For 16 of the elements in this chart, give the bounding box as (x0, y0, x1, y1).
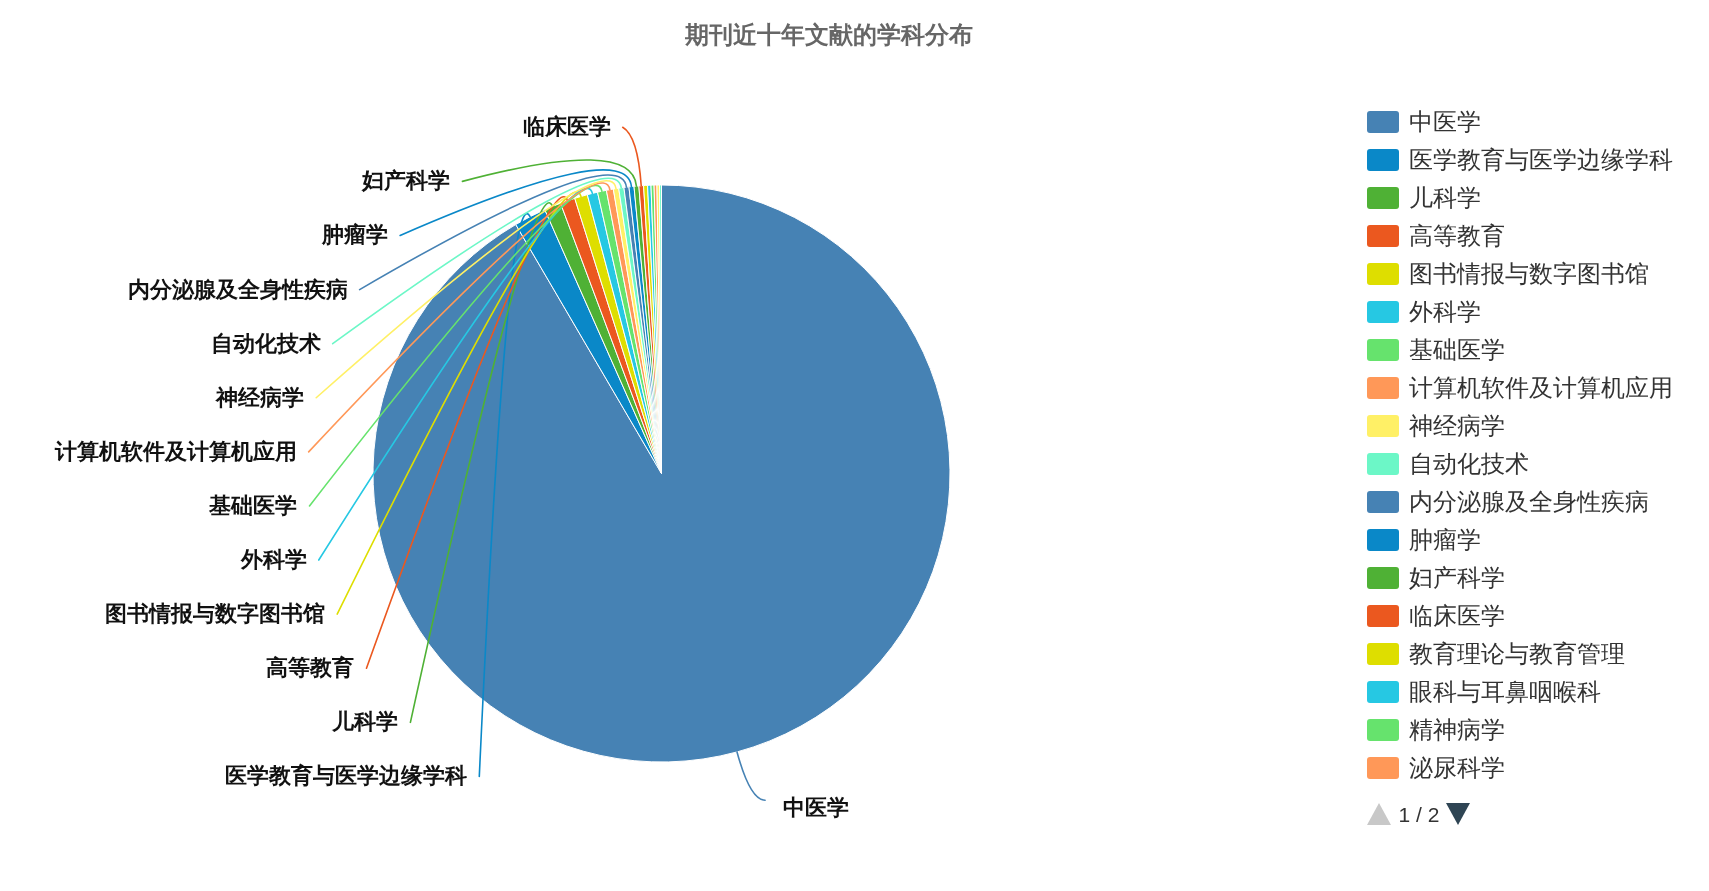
label: 肿瘤学 (322, 223, 389, 248)
label: 儿科学 (332, 710, 399, 735)
label: 自动化技术 (210, 331, 321, 356)
label: 基础医学 (209, 493, 298, 518)
label: 神经病学 (216, 385, 305, 410)
label: 计算机软件及计算机应用 (54, 439, 297, 464)
label: 外科学 (240, 548, 307, 573)
annotation: 1 / 2 (1398, 802, 1440, 826)
label: 中医学 (783, 796, 850, 821)
label: 临床医学 (522, 115, 611, 140)
label: 高等教育 (266, 656, 355, 681)
label: 内分泌腺及全身性疾病 (127, 277, 348, 302)
label: 图书情报与数字图书馆 (105, 602, 326, 627)
label: 妇产科学 (362, 169, 451, 194)
label: 医学教育与医学边缘学科 (225, 764, 468, 789)
title: 期刊近十年文献的学科分布 (685, 20, 973, 48)
